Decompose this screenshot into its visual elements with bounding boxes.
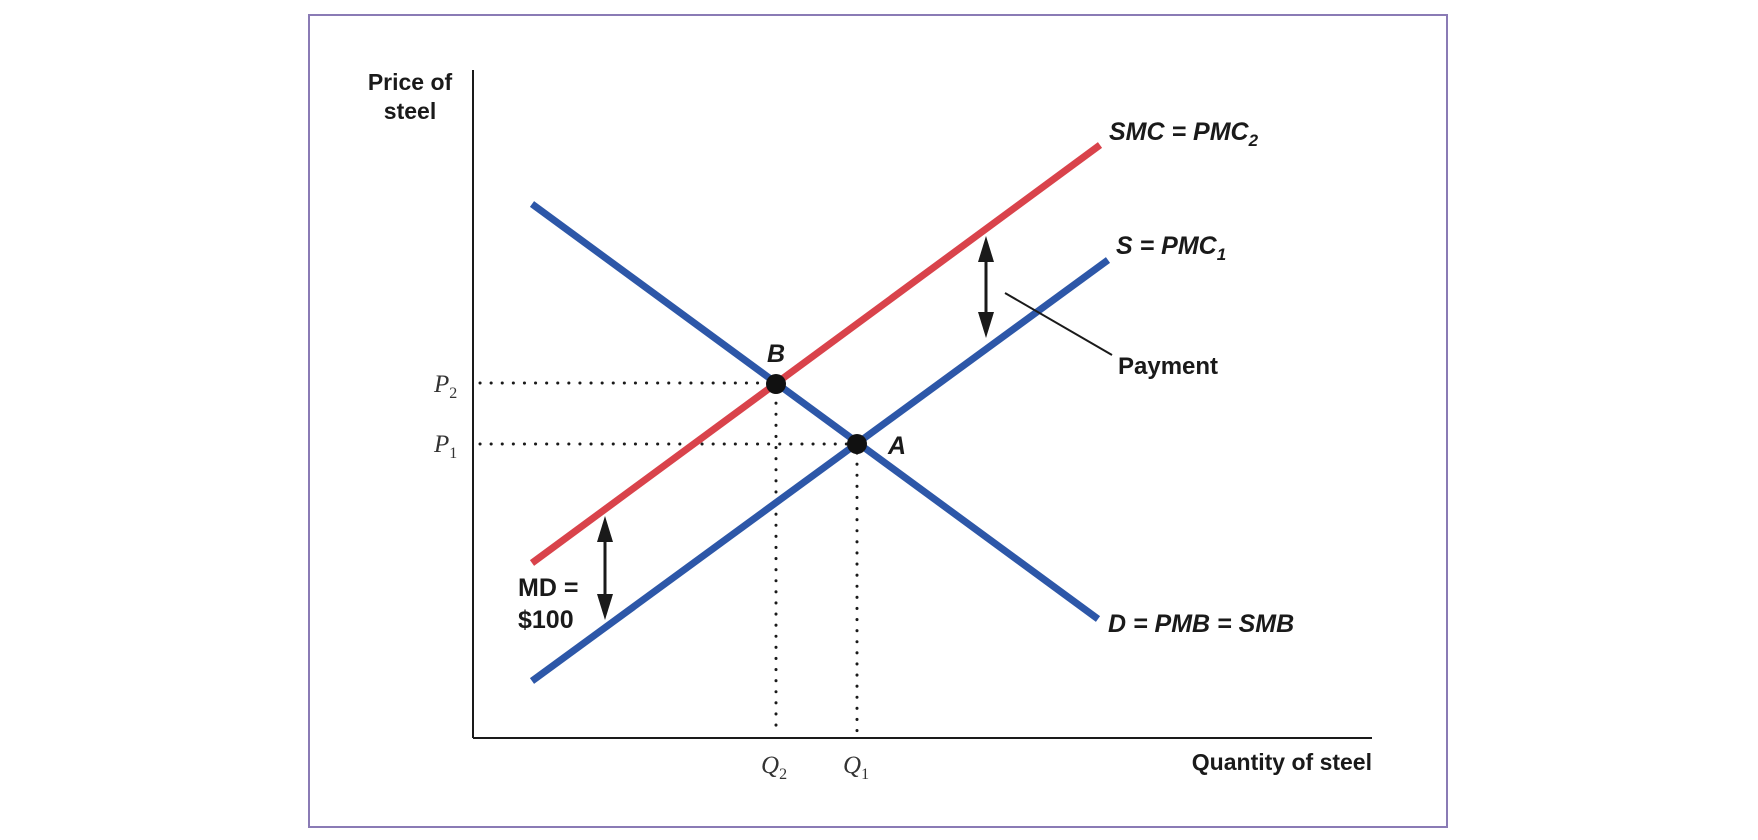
point-b-label: B (767, 340, 785, 368)
quantity-tick-q2-sub: 2 (779, 766, 787, 783)
price-tick-p1: P1 (433, 431, 457, 462)
price-tick-p2: P2 (433, 371, 457, 402)
point-a-marker (847, 434, 867, 454)
md-label-line1: MD = (518, 574, 578, 602)
price-tick-p2-main: P (433, 371, 449, 398)
md-label-line2: $100 (518, 606, 574, 634)
price-tick-p1-main: P (433, 431, 449, 458)
point-a-label: A (887, 432, 906, 460)
y-axis-label-line1: Price of (368, 69, 453, 95)
price-tick-p1-sub: 1 (449, 445, 457, 462)
smc-label-sub: 2 (1248, 131, 1259, 150)
quantity-tick-q2: Q2 (761, 752, 787, 783)
price-tick-p2-sub: 2 (449, 385, 457, 402)
quantity-tick-q1: Q1 (843, 752, 869, 783)
x-axis-label: Quantity of steel (1192, 749, 1372, 775)
supply-curve (529, 257, 1111, 684)
smc-curve-label: SMC = PMC2 (1109, 118, 1259, 150)
demand-curve (529, 201, 1101, 622)
quantity-tick-q1-main: Q (843, 752, 861, 779)
y-axis-label-line2: steel (384, 98, 436, 124)
payment-leader-line (1004, 292, 1113, 356)
quantity-tick-q2-main: Q (761, 752, 779, 779)
payment-label: Payment (1118, 353, 1218, 380)
supply-label-sub: 1 (1217, 245, 1226, 264)
md-double-arrow (597, 516, 613, 620)
demand-curve-label: D = PMB = SMB (1108, 610, 1294, 638)
smc-label-main: SMC = PMC (1109, 118, 1250, 146)
figure-frame (308, 14, 1448, 828)
quantity-tick-q1-sub: 1 (861, 766, 869, 783)
point-b-marker (766, 374, 786, 394)
supply-label-main: S = PMC (1116, 232, 1218, 260)
supply-curve-label: S = PMC1 (1116, 232, 1226, 264)
smc-curve (529, 142, 1103, 566)
payment-double-arrow (978, 236, 994, 338)
